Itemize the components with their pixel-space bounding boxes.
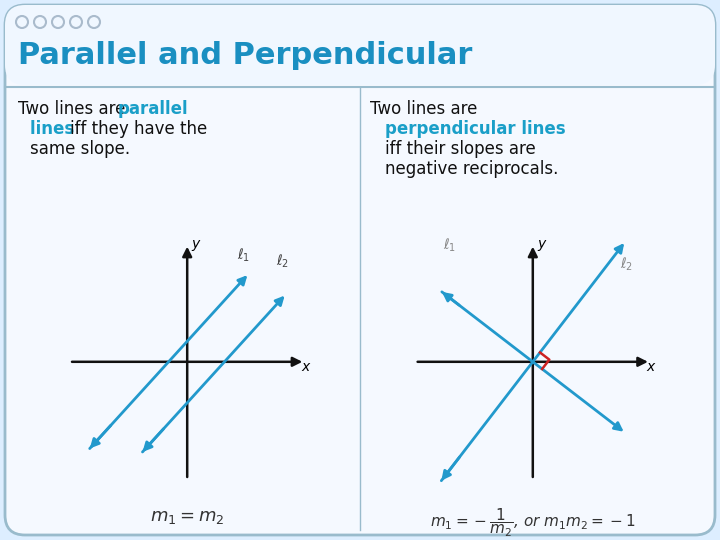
Text: $\ell_2$: $\ell_2$ (276, 253, 289, 270)
Text: Two lines are: Two lines are (370, 100, 477, 118)
Text: Parallel and Perpendicular: Parallel and Perpendicular (18, 40, 472, 70)
Text: Two lines are: Two lines are (18, 100, 130, 118)
FancyBboxPatch shape (5, 5, 715, 535)
Text: same slope.: same slope. (30, 140, 130, 158)
Text: iff their slopes are: iff their slopes are (385, 140, 536, 158)
Text: $\ell_1$: $\ell_1$ (443, 237, 456, 254)
Text: parallel: parallel (118, 100, 189, 118)
Text: $\ell_1$: $\ell_1$ (237, 246, 250, 264)
Text: $x$: $x$ (300, 360, 311, 374)
Text: $y$: $y$ (191, 239, 202, 253)
Text: perpendicular lines: perpendicular lines (385, 120, 566, 138)
Text: negative reciprocals.: negative reciprocals. (385, 160, 559, 178)
Text: $m_1 = -\dfrac{1}{m_2}$, or $m_1m_2 = -1$: $m_1 = -\dfrac{1}{m_2}$, or $m_1m_2 = -1… (430, 507, 636, 539)
Text: $m_1 = m_2$: $m_1 = m_2$ (150, 508, 225, 526)
Text: $y$: $y$ (536, 239, 547, 253)
Text: $x$: $x$ (646, 360, 657, 374)
Text: $\ell_2$: $\ell_2$ (620, 255, 633, 273)
Text: iff they have the: iff they have the (70, 120, 207, 138)
Text: lines: lines (30, 120, 80, 138)
FancyBboxPatch shape (5, 5, 715, 85)
